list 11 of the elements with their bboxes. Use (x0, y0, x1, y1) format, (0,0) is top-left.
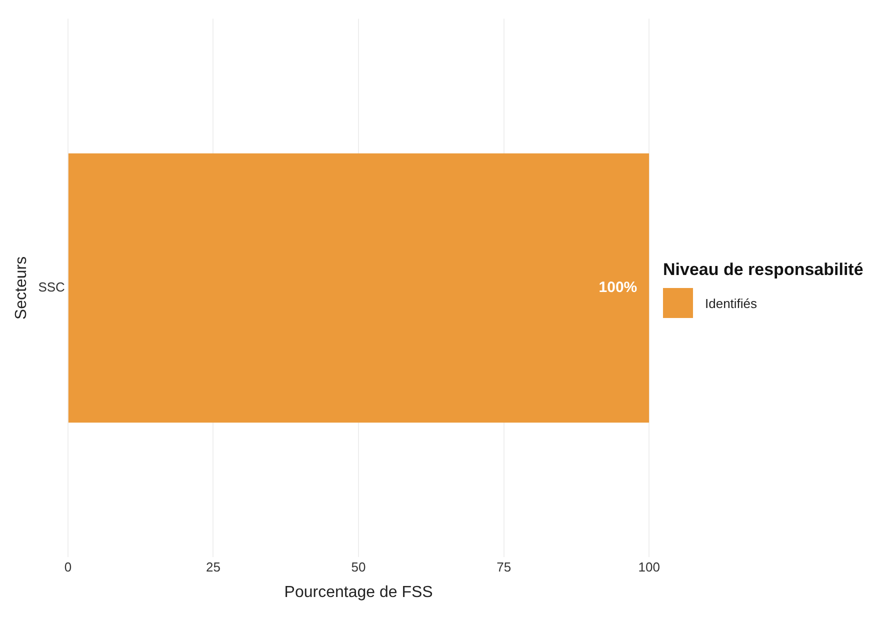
legend-title: Niveau de responsabilité (663, 260, 864, 280)
x-axis-title: Pourcentage de FSS (284, 584, 433, 601)
y-axis-title: Secteurs (13, 256, 30, 320)
y-tick-label: SSC (38, 280, 65, 295)
x-tick-label: 100 (638, 560, 660, 575)
x-tick-label: 0 (64, 560, 72, 575)
legend-label: Identifiés (705, 296, 758, 310)
x-tick-label: 25 (206, 560, 220, 575)
x-tick-label: 50 (351, 560, 366, 575)
data-label: 100% (598, 279, 638, 296)
x-tick-label: 75 (496, 560, 512, 575)
